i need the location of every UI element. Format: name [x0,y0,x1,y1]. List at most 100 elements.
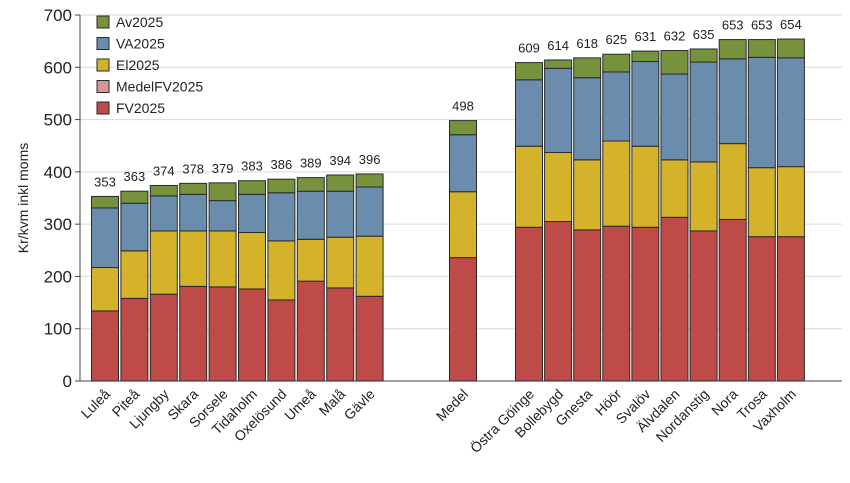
bar-segment-el2025 [355,235,384,297]
total-label: 653 [751,18,773,33]
total-label: 379 [212,161,234,176]
y-tick-label: 400 [44,163,72,182]
bar-segment-av2025 [631,50,660,63]
bar-segment-va2025 [718,58,747,145]
bar-stack: 396 [355,152,384,382]
y-tick-label: 300 [44,215,72,234]
bar-segment-va2025 [208,200,237,232]
bar-segment-av2025 [718,39,747,60]
bar-segment-el2025 [747,167,776,238]
bar-segment-fv2025 [296,280,325,382]
bar-segment-fv2025 [208,286,237,382]
total-label: 394 [329,153,351,168]
bar-segment-el2025 [91,267,119,312]
bar-stack: 394 [326,153,355,382]
bar-segment-el2025 [515,145,543,228]
bar-segment-el2025 [573,159,602,231]
bar-segment-av2025 [296,177,325,192]
legend-swatch [96,101,110,115]
x-tick-label: Medel [433,386,471,424]
bar-segment-el2025 [660,159,689,218]
bar-segment-av2025 [179,182,208,195]
bar-stack: 635 [689,27,718,382]
bar-segment-va2025 [326,190,355,238]
bar-stack: 618 [573,36,602,382]
bar-segment-el2025 [718,143,747,220]
bar-segment-fv2025 [573,229,602,382]
total-label: 378 [182,161,204,176]
total-label: 386 [271,157,293,172]
y-axis-label: Kr/kvm inkl moms [15,143,31,253]
bar-segment-el2025 [179,230,208,287]
legend-label: MedelFV2025 [116,79,203,95]
bar-segment-el2025 [208,230,237,288]
bar-segment-fv2025 [776,236,805,382]
legend-label: Av2025 [116,14,163,30]
bar-segment-va2025 [238,193,266,234]
bar-segment-av2025 [544,59,573,69]
bar-segment-av2025 [747,39,776,58]
bar-segment-va2025 [544,67,573,154]
bar-stack: 353 [91,174,119,382]
bar-segment-fv2025 [747,236,776,382]
bar-stack: 625 [602,32,631,382]
legend-label: VA2025 [116,36,165,52]
y-tick-label: 100 [44,320,72,339]
bar-segment-el2025 [689,161,718,232]
bar-stack: 631 [631,29,660,382]
bar-segment-av2025 [449,120,477,136]
bar-segment-fv2025 [149,293,178,382]
bar-segment-fv2025 [718,218,747,382]
bar-segment-av2025 [91,195,119,209]
y-tick-label: 700 [44,6,72,25]
bar-stack: 653 [718,18,747,382]
legend-swatch [96,80,110,93]
bar-segment-fv2025 [120,297,149,382]
bar-segment-av2025 [776,38,805,59]
bar-segment-el2025 [326,236,355,289]
bar-segment-av2025 [689,48,718,63]
bar-stack: 379 [208,161,237,382]
bar-stack: 378 [179,161,208,382]
bar-segment-av2025 [267,178,296,194]
bar-segment-fv2025 [267,299,296,382]
bar-stack: 653 [747,18,776,382]
bar-segment-va2025 [120,202,149,252]
total-label: 353 [94,174,116,189]
bar-stack: 363 [120,169,149,382]
total-label: 363 [124,169,146,184]
bar-segment-el2025 [267,240,296,301]
total-label: 389 [300,156,322,171]
legend-swatch [96,37,110,50]
total-label: 653 [722,18,744,33]
bar-segment-fv2025 [660,216,689,382]
x-tick-label: Gävle [341,386,378,423]
bar-segment-fv2025 [449,257,477,382]
legend: Av2025 VA2025 El2025 MedelFV2025 FV2025 [96,14,203,116]
total-label: 383 [241,159,263,174]
y-tick-label: 200 [44,267,72,286]
bar-segment-av2025 [120,190,149,204]
bar-stack: 386 [267,157,296,382]
bar-segment-el2025 [776,166,805,238]
total-label: 631 [635,29,657,44]
bar-segment-fv2025 [631,226,660,382]
bar-segment-fv2025 [544,221,573,382]
bar-segment-va2025 [573,77,602,161]
bar-stack: 614 [544,38,573,382]
bar-stack: 609 [515,41,543,382]
total-label: 635 [693,27,715,42]
bar-segment-va2025 [267,192,296,242]
bar-segment-el2025 [631,145,660,228]
bar-segment-va2025 [631,61,660,147]
bar-segment-el2025 [238,232,266,290]
bar-segment-el2025 [149,230,178,295]
total-label: 654 [780,17,802,32]
y-tick-label: 0 [63,372,72,391]
bar-segment-va2025 [149,195,178,232]
bar-segment-av2025 [573,57,602,79]
bar-segment-fv2025 [355,295,384,382]
bar-segment-va2025 [296,190,325,240]
bar-segment-va2025 [776,57,805,168]
bar-segment-av2025 [660,50,689,75]
